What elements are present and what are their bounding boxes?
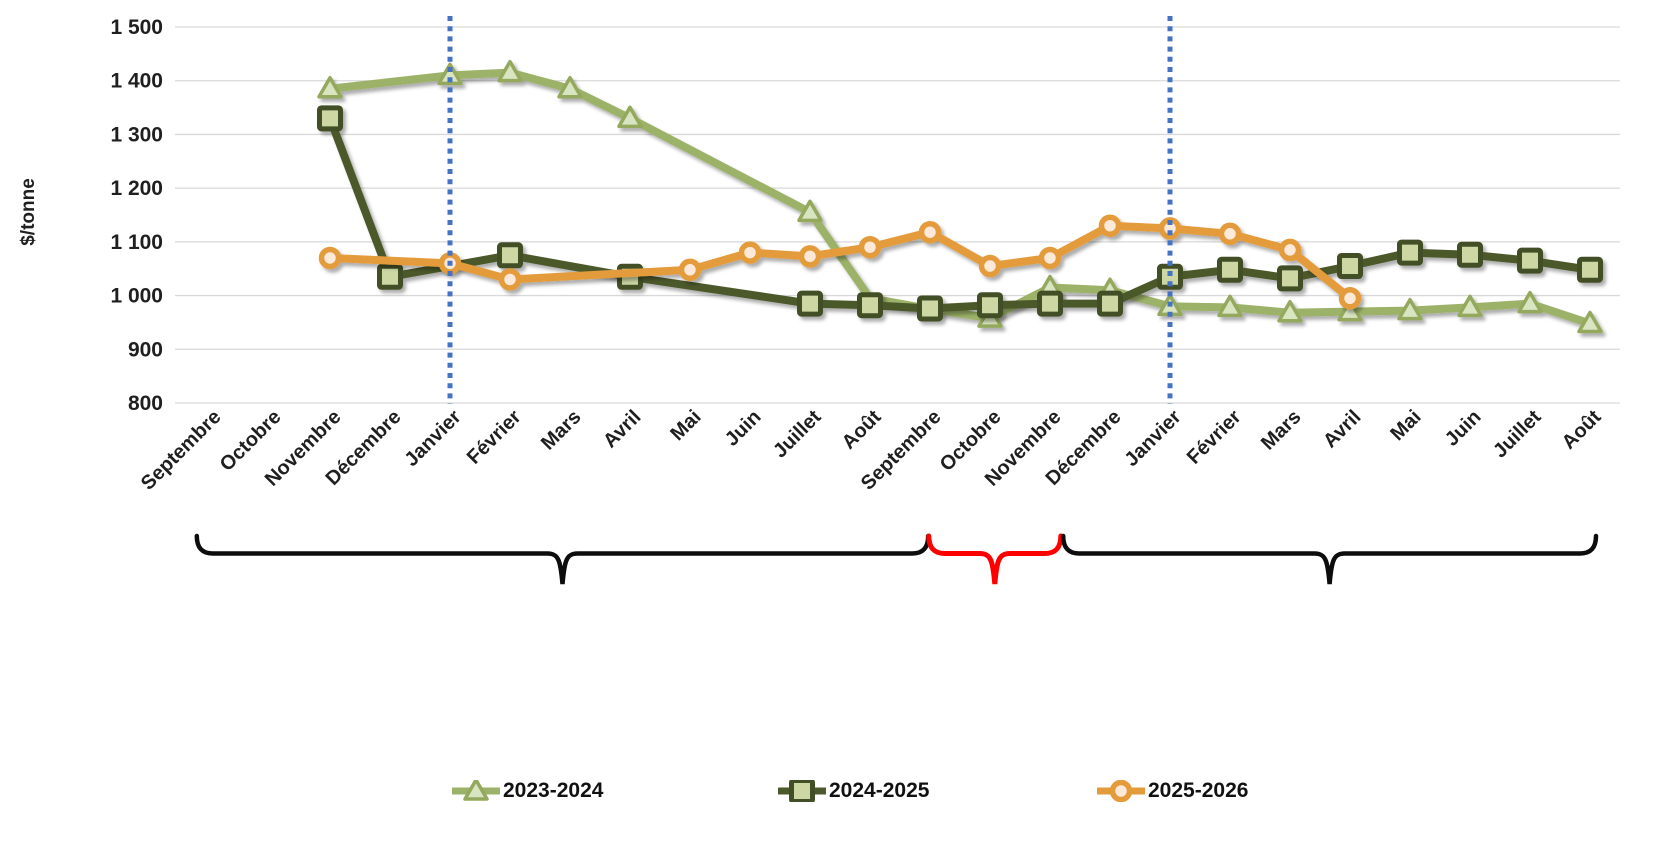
data-point-marker xyxy=(1577,310,1603,334)
data-point-marker xyxy=(1337,298,1363,322)
data-point-marker xyxy=(1577,256,1603,283)
data-point-marker xyxy=(1038,246,1062,270)
period-brace xyxy=(926,533,1064,585)
data-point-marker xyxy=(317,76,343,99)
y-tick-label: 1 100 xyxy=(110,231,163,254)
data-point-marker xyxy=(318,246,342,270)
data-point-marker xyxy=(617,105,643,129)
period-brace xyxy=(194,533,931,585)
series-2023-2024 xyxy=(317,59,1603,334)
data-point-marker xyxy=(1397,297,1423,321)
data-point-marker xyxy=(1278,238,1302,262)
y-tick-label: 1 200 xyxy=(110,177,163,200)
data-point-marker xyxy=(1217,256,1243,283)
x-axis-label: Février xyxy=(463,406,526,469)
y-tick-label: 1 000 xyxy=(110,285,163,308)
x-axis-label: Avril xyxy=(599,406,645,452)
y-tick-label: 1 300 xyxy=(110,123,163,146)
data-point-marker xyxy=(1277,265,1303,292)
x-axis-label: Juillet xyxy=(1489,406,1546,463)
data-point-marker xyxy=(918,220,942,244)
data-point-marker xyxy=(1157,263,1183,290)
data-point-marker xyxy=(1097,290,1123,317)
data-point-marker xyxy=(858,235,882,259)
data-point-marker xyxy=(1517,247,1543,274)
data-point-marker xyxy=(1338,287,1362,310)
data-point-marker xyxy=(1457,241,1483,268)
x-axis-label: Mars xyxy=(1257,406,1306,455)
x-axis-label: Janvier xyxy=(1120,406,1185,471)
x-axis-label: Février xyxy=(1183,406,1246,469)
data-point-marker xyxy=(1158,217,1182,240)
x-axis-label: Juin xyxy=(721,406,766,451)
data-point-marker xyxy=(437,62,463,86)
data-point-marker xyxy=(678,258,702,282)
data-point-marker xyxy=(797,199,823,223)
vertical-reference-lines xyxy=(447,16,1173,404)
x-axis-labels: SeptembreOctobreNovembreDécembreJanvierF… xyxy=(137,406,1606,495)
data-point-marker xyxy=(498,268,522,291)
y-axis-tick-labels: 800 900 1 000 1 100 1 200 1 300 1 400 1 500 xyxy=(110,16,163,415)
data-point-marker xyxy=(497,59,523,83)
data-point-marker xyxy=(1277,300,1303,323)
x-axis-label: Septembre xyxy=(137,406,226,495)
x-axis-label: Janvier xyxy=(400,406,465,471)
data-point-marker xyxy=(557,76,583,99)
y-axis-title: $/tonne xyxy=(18,178,39,246)
period-braces xyxy=(194,533,1599,585)
data-point-marker xyxy=(1337,253,1363,280)
data-point-marker xyxy=(1098,214,1122,237)
data-point-marker xyxy=(1517,290,1543,314)
y-tick-label: 800 xyxy=(128,392,163,415)
y-tick-label: 1 500 xyxy=(110,16,163,39)
data-series xyxy=(317,59,1603,334)
x-axis-label: Avril xyxy=(1319,406,1365,452)
data-point-marker xyxy=(977,292,1003,319)
data-point-marker xyxy=(917,295,943,322)
data-point-marker xyxy=(738,241,762,264)
x-axis-label: Mai xyxy=(666,406,705,445)
data-point-marker xyxy=(377,263,403,290)
data-point-marker xyxy=(1218,222,1242,246)
x-axis-label: Juin xyxy=(1441,406,1486,451)
data-point-marker xyxy=(1457,294,1483,318)
x-axis-label: Juillet xyxy=(769,406,826,463)
data-point-marker xyxy=(857,292,883,319)
data-point-marker xyxy=(1217,294,1243,318)
x-axis-label: Mai xyxy=(1386,406,1425,445)
data-point-marker xyxy=(1397,239,1423,266)
data-point-marker xyxy=(317,105,343,132)
x-axis-label: Août xyxy=(1558,406,1606,454)
y-tick-label: 1 400 xyxy=(110,70,163,93)
data-point-marker xyxy=(1037,290,1063,317)
data-point-marker xyxy=(978,254,1002,278)
data-point-marker xyxy=(497,242,523,269)
period-brace xyxy=(1060,533,1599,585)
data-point-marker xyxy=(797,290,823,317)
data-point-marker xyxy=(798,245,822,268)
x-axis-label: Août xyxy=(838,406,886,454)
x-axis-label: Mars xyxy=(537,406,586,455)
y-tick-label: 900 xyxy=(128,338,163,361)
